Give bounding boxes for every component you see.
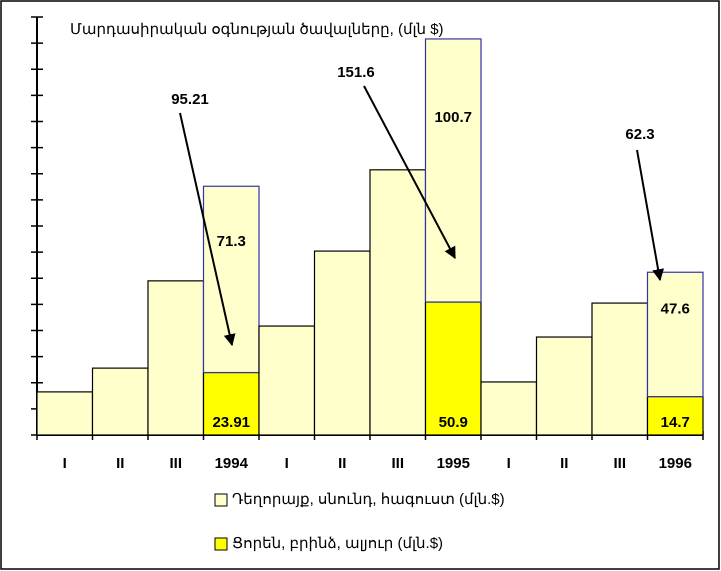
value-label: 47.6 (661, 301, 690, 318)
annotation: 151.6 (337, 64, 375, 81)
value-label: 14.7 (661, 414, 690, 431)
legend-swatch (214, 537, 228, 551)
bar (424, 38, 482, 303)
legend-swatch (214, 493, 228, 507)
x-tick-label: III (613, 455, 626, 472)
bar (36, 391, 94, 436)
annotation: 62.3 (625, 126, 654, 143)
value-label: 50.9 (439, 414, 468, 431)
bar (258, 325, 316, 436)
x-tick-label: I (63, 455, 67, 472)
x-tick-label: 1994 (215, 455, 249, 472)
bar (147, 280, 205, 436)
bar (646, 271, 704, 398)
annotation: 95.21 (171, 91, 209, 108)
legend-label: Ցորեն, բրինձ, ալյուր (մլն.$) (232, 535, 443, 552)
bar (424, 301, 482, 436)
bar (91, 367, 149, 436)
value-label: 100.7 (434, 109, 472, 126)
x-tick-label: III (391, 455, 404, 472)
value-label: 71.3 (217, 233, 246, 250)
bar (369, 169, 427, 436)
chart-title: Մարդասիրական օգնության ծավալները, (մլն $… (70, 21, 444, 38)
bar (646, 395, 704, 436)
x-tick-label: I (285, 455, 289, 472)
bar (480, 381, 538, 436)
bar (535, 336, 593, 436)
value-label: 23.91 (212, 414, 250, 431)
bar (591, 302, 649, 436)
x-tick-label: II (560, 455, 568, 472)
annotation-arrow (179, 112, 236, 347)
bar (313, 250, 371, 436)
annotation-arrow (636, 149, 665, 282)
x-tick-label: 1996 (659, 455, 692, 472)
annotation-arrow (363, 85, 456, 260)
bar (202, 371, 260, 436)
x-tick-label: III (169, 455, 182, 472)
x-tick-label: I (507, 455, 511, 472)
x-tick-label: II (116, 455, 124, 472)
legend-label: Դեղորայք, սնունդ, հագուստ (մլն.$) (232, 491, 505, 508)
x-tick-label: 1995 (437, 455, 470, 472)
x-tick-label: II (338, 455, 346, 472)
